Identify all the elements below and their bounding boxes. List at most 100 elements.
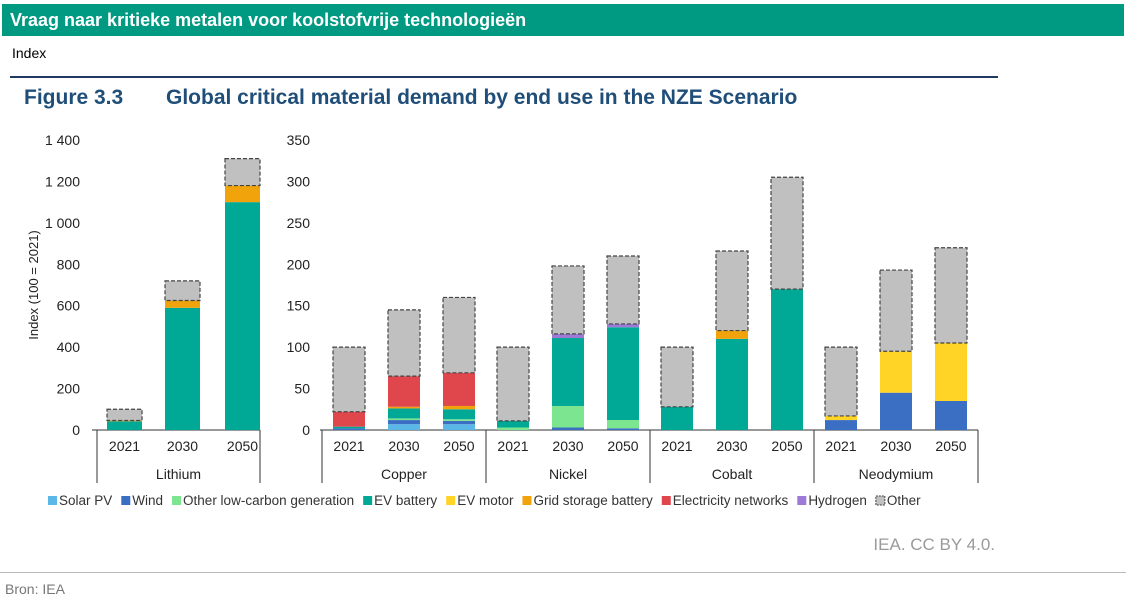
legend-label-other: Other	[887, 493, 921, 508]
bar-segment-other	[551, 265, 585, 335]
bar-segment-other	[387, 309, 421, 377]
page-subtitle: Index	[12, 45, 47, 61]
bar-segment-other	[106, 408, 143, 422]
bar-segment-solar-pv	[388, 424, 420, 430]
bar-segment-hydrogen	[552, 333, 584, 339]
bar-segment-ev-battery	[333, 426, 365, 429]
bar-segment-wind	[825, 420, 857, 430]
bar-segment-other	[879, 269, 913, 352]
y-tick-label: 200	[287, 256, 311, 272]
divider-top	[10, 76, 998, 78]
page-title: Vraag naar kritieke metalen voor koolsto…	[10, 10, 527, 30]
y-tick-label: 0	[72, 422, 80, 438]
legend-swatch-hydrogen	[797, 496, 807, 505]
figure-title: Global critical material demand by end u…	[166, 86, 798, 109]
y-tick-label: 800	[57, 256, 81, 272]
group-label-neodymium: Neodymium	[859, 466, 934, 482]
bar-segment-ev-battery	[165, 307, 200, 430]
bar-segment-hydrogen	[607, 323, 639, 328]
credit-label: IEA. CC BY 4.0.	[873, 535, 995, 554]
bar-segment-other-low-carbon-generation	[552, 405, 584, 428]
y-tick-label: 300	[287, 173, 311, 189]
bar-segment-other-low-carbon-generation	[388, 418, 420, 421]
bar-segment-ev-battery	[107, 421, 142, 430]
bar-segment-solar-pv	[443, 424, 475, 430]
x-tick-label: 2050	[607, 438, 638, 454]
legend-label-other-low-carbon-generation: Other low-carbon generation	[183, 493, 354, 508]
group-label-copper: Copper	[381, 466, 427, 482]
x-tick-label: 2050	[227, 438, 258, 454]
group-label-nickel: Nickel	[549, 466, 587, 482]
y-tick-label: 1 000	[45, 215, 80, 231]
legend-swatch-solar-pv	[48, 496, 57, 505]
bar-segment-electricity-networks	[333, 411, 365, 427]
bar-segment-wind	[607, 428, 639, 430]
bar-segment-other	[332, 346, 366, 413]
bar-segment-other-low-carbon-generation	[607, 420, 639, 429]
x-tick-label: 2050	[935, 438, 966, 454]
legend-label-wind: Wind	[132, 493, 163, 508]
bar-segment-other-low-carbon-generation	[497, 427, 529, 430]
legend-swatch-electricity-networks	[661, 496, 671, 505]
bar-segment-other	[660, 346, 694, 408]
bar-segment-grid-storage-battery	[225, 185, 260, 203]
y-tick-label: 1 200	[45, 173, 80, 189]
x-tick-label: 2050	[443, 438, 474, 454]
bar-segment-other	[224, 158, 261, 187]
bar-segment-other	[770, 176, 804, 290]
source-label: Bron: IEA	[5, 581, 65, 597]
bar-segment-ev-battery	[388, 408, 420, 419]
bar-segment-ev-motor	[935, 343, 967, 401]
x-tick-label: 2030	[552, 438, 583, 454]
header-banner: Vraag naar kritieke metalen voor koolsto…	[2, 4, 1124, 36]
y-tick-label: 250	[287, 215, 311, 231]
legend-swatch-ev-motor	[446, 496, 456, 505]
bar-segment-wind	[880, 392, 912, 430]
legend-swatch-other-low-carbon-generation	[172, 496, 182, 505]
legend-swatch-wind	[121, 496, 131, 505]
y-tick-label: 150	[287, 298, 311, 314]
figure-number: Figure 3.3	[24, 86, 124, 109]
legend-swatch-ev-battery	[363, 496, 373, 505]
bar-segment-other	[824, 346, 858, 417]
x-tick-label: 2030	[388, 438, 419, 454]
bar-segment-ev-battery	[661, 406, 693, 430]
bar-segment-ev-battery	[607, 327, 639, 421]
y-tick-label: 0	[302, 422, 310, 438]
bar-segment-other	[934, 247, 968, 344]
bar-segment-other-low-carbon-generation	[443, 419, 475, 421]
bar-segment-other	[715, 250, 749, 332]
bar-segment-ev-battery	[443, 409, 475, 420]
bar-segment-ev-motor	[880, 351, 912, 393]
bar-segment-other	[606, 255, 640, 325]
stacked-bar-chart: 0 200 400 600 800 1 000 1 200 1 400 Index (100 =…	[26, 132, 979, 508]
bar-segment-ev-motor	[825, 415, 857, 421]
group-label-cobalt: Cobalt	[712, 466, 753, 482]
bar-segment-grid-storage-battery	[443, 405, 475, 410]
bar-segment-wind	[443, 420, 475, 425]
bar-segment-other	[442, 296, 476, 374]
y-tick-label: 100	[287, 339, 311, 355]
y-axis-label: Index (100 = 2021)	[26, 230, 41, 340]
x-tick-label: 2030	[167, 438, 198, 454]
bar-segment-ev-battery	[497, 420, 529, 428]
bar-segment-ev-battery	[716, 338, 748, 430]
y-tick-label: 1 400	[45, 132, 80, 148]
bar-segment-ev-battery	[771, 289, 803, 430]
bar-segment-wind	[935, 401, 967, 430]
legend-label-hydrogen: Hydrogen	[808, 493, 867, 508]
bar-segment-other	[164, 280, 201, 302]
figure-heading: Figure 3.3 Global critical material deman…	[24, 86, 797, 110]
bar-segment-grid-storage-battery	[165, 300, 200, 308]
y-tick-label: 400	[57, 339, 81, 355]
bar-segment-other	[496, 346, 530, 422]
group-label-lithium: Lithium	[156, 466, 201, 482]
legend-label-electricity-networks: Electricity networks	[673, 493, 789, 508]
x-tick-label: 2050	[771, 438, 802, 454]
bar-segment-ev-battery	[552, 338, 584, 406]
legend-label-ev-motor: EV motor	[457, 493, 514, 508]
legend-swatch-other	[875, 495, 886, 506]
x-tick-label: 2030	[880, 438, 911, 454]
x-tick-label: 2021	[497, 438, 528, 454]
bar-segment-electricity-networks	[388, 376, 420, 407]
